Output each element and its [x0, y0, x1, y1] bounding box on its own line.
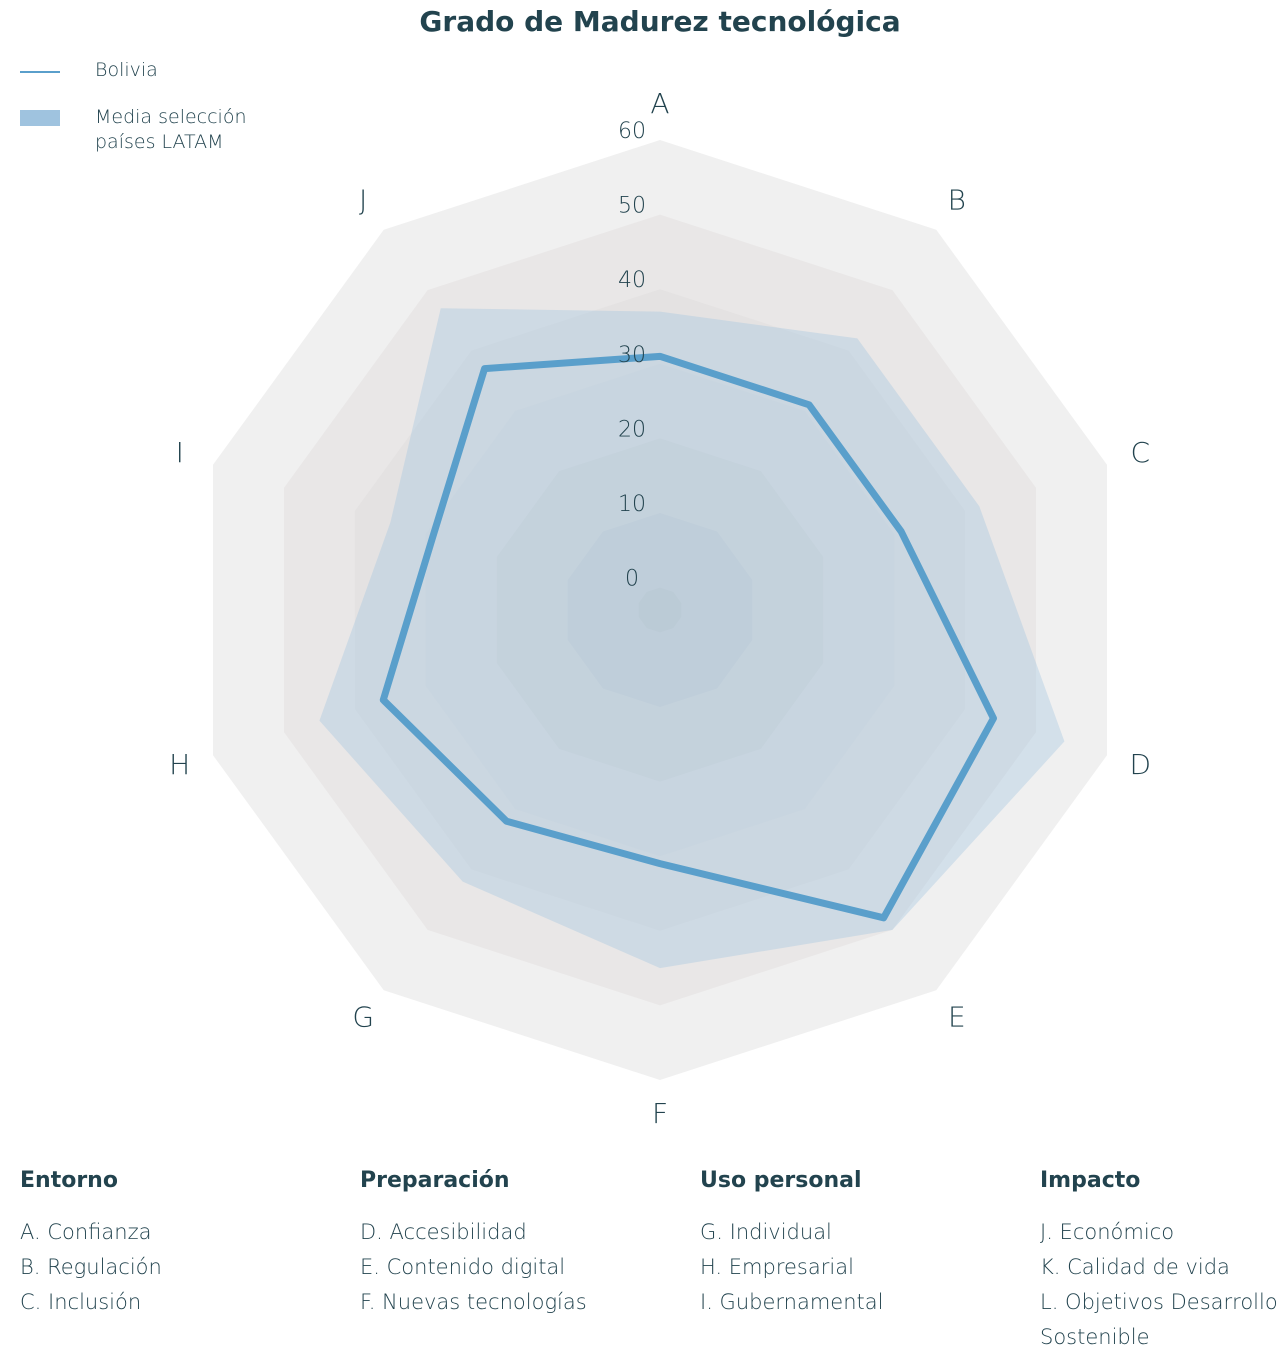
- group-item: B. Regulación: [20, 1255, 162, 1279]
- group-item: I. Gubernamental: [700, 1290, 884, 1314]
- axis-label: G: [352, 1001, 374, 1034]
- axis-label: A: [650, 87, 669, 120]
- legend-key: [20, 110, 60, 126]
- group-item: C. Inclusión: [20, 1290, 142, 1314]
- chart-title: Grado de Madurez tecnológica: [419, 5, 900, 38]
- group: Entorno A. Confianza B. Regulación C. Inclu…: [20, 1168, 360, 1355]
- group-title: Entorno: [20, 1168, 118, 1193]
- group-item: D. Accesibilidad: [360, 1220, 527, 1244]
- r-tick-label: 20: [618, 417, 646, 442]
- axis-label: H: [169, 748, 190, 781]
- r-tick-label: 10: [618, 492, 646, 517]
- group: Preparación D. Accesibilidad E. Contenido …: [360, 1168, 700, 1355]
- series-line: [379, 352, 997, 922]
- axis-label: C: [1131, 436, 1151, 469]
- group-item: K. Calidad de vida: [1040, 1255, 1230, 1279]
- group-item: E. Contenido digital: [360, 1255, 566, 1279]
- legend-label: Media selección países LATAM: [95, 106, 247, 153]
- grid-ring: [638, 587, 682, 633]
- group-title: Impacto: [1040, 1168, 1141, 1193]
- r-tick-label: 60: [618, 119, 646, 144]
- group: Impacto J. Económico K. Calidad de vida L. …: [1040, 1168, 1278, 1355]
- group-title: Uso personal: [700, 1168, 862, 1193]
- group-title: Preparación: [360, 1168, 510, 1193]
- group-item: L. Objetivos Desarrollo Sostenible: [1040, 1290, 1278, 1349]
- axis-label: B: [948, 183, 966, 216]
- group-item: H. Empresarial: [700, 1255, 854, 1279]
- axis-label: J: [359, 183, 367, 216]
- axis-label: D: [1130, 748, 1152, 781]
- r-tick-label: 40: [618, 268, 646, 293]
- legend-item: Media selección países LATAM: [20, 105, 260, 155]
- r-tick-label: 30: [618, 343, 646, 368]
- group-item: G. Individual: [700, 1220, 832, 1244]
- legend-label: Bolivia: [95, 59, 158, 81]
- group: Uso personal G. Individual H. Empresarial I…: [700, 1168, 1040, 1355]
- group-item: F. Nuevas tecnologías: [360, 1290, 587, 1314]
- r-tick-label: 50: [618, 194, 646, 219]
- group-item: A. Confianza: [20, 1220, 152, 1244]
- legend-item: Bolivia: [20, 58, 260, 83]
- r-tick-label: 0: [625, 567, 639, 592]
- group-item: J. Económico: [1040, 1220, 1175, 1244]
- axis-label: E: [948, 1001, 966, 1034]
- legend: Bolivia Media selección países LATAM: [20, 58, 260, 177]
- axis-label: I: [176, 436, 184, 469]
- chart: Grado de Madurez tecnológica 0 10 20 30 40 50…: [169, 5, 1152, 1130]
- category-groups: Entorno A. Confianza B. Regulación C. Inclu…: [20, 1168, 1278, 1355]
- series-area: [319, 308, 1065, 969]
- axis-label: F: [652, 1097, 668, 1130]
- legend-key: [20, 71, 60, 73]
